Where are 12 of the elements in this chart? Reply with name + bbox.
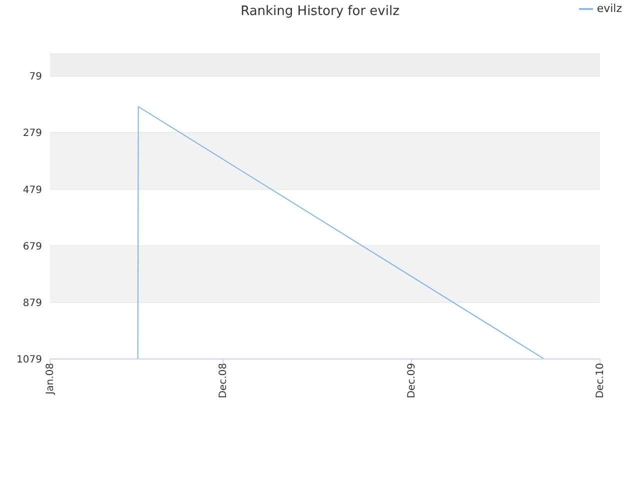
legend-label: evilz [596,2,622,16]
y-tick-label: 679 [22,241,42,252]
chart-title: Ranking History for evilz [240,4,400,19]
y-tick-label: 79 [29,72,42,83]
x-tick-label: Jan.08 [45,363,56,396]
x-tick-label: Dec.10 [595,363,606,398]
y-tick-label: 879 [22,298,42,309]
y-tick-label: 1079 [16,354,42,366]
x-tick-label: Dec.09 [406,363,418,398]
y-tick-label: 279 [22,128,42,140]
x-tick-label: Dec.08 [218,363,230,398]
y-tick-label: 479 [22,184,42,196]
